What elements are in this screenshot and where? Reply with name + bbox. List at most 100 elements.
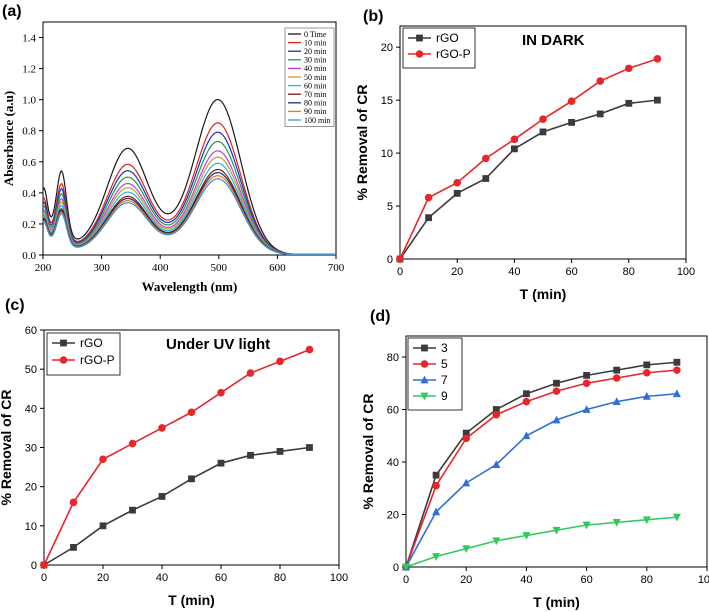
panel-c-data-point: [129, 506, 136, 514]
panel-a-x-tick-label: 200: [35, 262, 52, 274]
panel-c-y-axis-label: % Removal of CR: [0, 390, 14, 506]
panel-d-data-point: [642, 516, 651, 525]
panel-a-y-tick-label: 0.0: [22, 250, 36, 262]
panel-c-legend-label: rGO: [80, 336, 103, 350]
panel-d-data-point: [672, 389, 681, 398]
panel-d-x-tick-label: 40: [520, 574, 532, 586]
panel-b-y-tick-label: 20: [381, 42, 393, 54]
panel-c-y-tick-label: 0: [31, 560, 37, 572]
panel-d-plot-frame: [405, 335, 708, 568]
panel-b-y-axis-label: % Removal of CR: [354, 85, 370, 201]
panel-d-ph-removal: 0 20 40 60 80 100 0 20 40 60 80 T (min) % Removal of…: [360, 335, 709, 610]
panel-b-legend-marker: [415, 50, 424, 58]
panel-b-y-tick-label: 15: [381, 95, 393, 107]
panel-d-data-point: [553, 379, 560, 387]
panel-c-y-tick-label: 40: [25, 403, 37, 415]
panel-d-y-tick-label: 0: [393, 562, 399, 574]
panel-c-data-point: [306, 444, 313, 451]
panel-a-legend-label: 90 min: [304, 107, 326, 116]
panel-d-y-tick-label: 60: [387, 405, 399, 417]
panel-d-data-point: [522, 431, 531, 440]
panel-b-legend-label: rGO: [436, 31, 459, 45]
panel-c-data-point: [187, 408, 196, 417]
panel-b-legend-box: [402, 27, 476, 69]
panel-a-y-tick-label: 1.0: [22, 95, 36, 107]
panel-d-data-point: [672, 513, 681, 522]
panel-a-x-tick-label: 700: [328, 262, 345, 274]
panel-a-legend-label: 100 min: [304, 116, 330, 125]
panel-a-y-tick-label: 0.6: [22, 157, 36, 169]
panel-a-legend-label: 0 Time: [304, 30, 327, 39]
panel-a-plot-frame: [42, 21, 337, 256]
panel-d-legend-label: 9: [441, 389, 448, 403]
panel-a-legend-label: 60 min: [304, 81, 326, 90]
panel-b-annotation: IN DARK: [522, 32, 585, 49]
panel-d-y-tick-label: 80: [387, 352, 399, 364]
panel-a-uv-vis-spectra: 200 300 400 500 600 700 0.0 0.2 0.4 0.6 0.8 1.0 1.2 1…: [1, 21, 345, 294]
panel-c-x-tick-label: 80: [274, 572, 286, 584]
panel-d-data-point: [552, 526, 561, 535]
panel-d-data-point: [612, 518, 621, 527]
panel-d-data-point: [402, 563, 410, 572]
panel-d-x-tick-label: 100: [698, 574, 709, 586]
panel-c-data-point: [69, 498, 78, 507]
panel-c-data-point: [99, 522, 107, 530]
panel-b-data-point: [425, 214, 432, 222]
panel-a-series-line-10-min: [42, 122, 336, 255]
panel-d-data-point: [523, 390, 530, 398]
panel-d-data-point: [462, 545, 471, 554]
panel-d-data-point: [552, 415, 561, 424]
panel-d-data-point: [492, 410, 501, 419]
panel-c-data-point: [217, 388, 225, 397]
panel-letter-c: (c): [5, 297, 25, 314]
panel-c-x-tick-label: 100: [330, 572, 348, 584]
panel-d-x-axis-label: T (min): [533, 594, 580, 610]
panel-letter-a: (a): [2, 3, 22, 20]
panel-a-x-tick-label: 600: [269, 262, 286, 274]
panel-b-x-axis-label: T (min): [520, 286, 567, 302]
panel-c-x-tick-label: 0: [41, 572, 47, 584]
panel-c-series-line-rGO-P: [43, 348, 310, 566]
panel-b-data-point: [424, 193, 433, 202]
panel-d-data-point: [582, 521, 591, 530]
panel-d-legend-marker: [420, 360, 429, 368]
panel-a-legend-label: 50 min: [304, 73, 326, 82]
panel-c-data-point: [158, 493, 166, 500]
panel-d-data-point: [612, 374, 621, 382]
panel-a-y-tick-label: 0.2: [22, 219, 36, 231]
panel-b-x-tick-label: 100: [677, 266, 695, 278]
panel-b-data-point: [653, 55, 662, 63]
panel-b-x-tick-label: 20: [451, 266, 463, 278]
panel-d-data-point: [432, 553, 441, 561]
panel-d-series-line-9: [405, 516, 677, 568]
panel-c-series-line-rGO: [43, 446, 310, 566]
panel-d-y-axis-label: % Removal of CR: [360, 394, 376, 510]
panel-c-data-point: [246, 369, 255, 377]
panel-a-legend-label: 20 min: [304, 47, 326, 56]
panel-b-data-point: [396, 255, 404, 263]
panel-d-data-point: [432, 507, 441, 516]
panel-d-legend-box: [407, 337, 463, 411]
panel-b-data-point: [654, 96, 661, 104]
panel-a-legend-label: 10 min: [304, 38, 326, 47]
panel-c-legend-marker: [59, 356, 68, 364]
panel-c-data-point: [158, 424, 166, 432]
panel-a-x-tick-label: 500: [211, 262, 228, 274]
panel-b-data-point: [511, 145, 518, 153]
panel-a-y-tick-label: 0.8: [22, 126, 36, 138]
panel-d-data-point: [492, 537, 501, 546]
panel-d-data-point: [492, 460, 501, 469]
panel-d-series-line-5: [405, 369, 677, 568]
panel-a-x-tick-label: 400: [152, 262, 169, 274]
panel-letter-d: (d): [370, 308, 390, 325]
panel-d-data-point: [462, 429, 470, 437]
panel-b-y-tick-label: 0: [387, 254, 393, 266]
panel-b-series-line-rGO: [399, 99, 658, 260]
panel-c-data-point: [99, 455, 107, 464]
panel-c-data-point: [276, 357, 284, 366]
panel-d-y-tick-label: 20: [387, 510, 399, 522]
panel-d-data-point: [583, 371, 590, 379]
panel-c-data-point: [217, 459, 225, 467]
panel-a-y-tick-label: 0.4: [22, 188, 36, 200]
